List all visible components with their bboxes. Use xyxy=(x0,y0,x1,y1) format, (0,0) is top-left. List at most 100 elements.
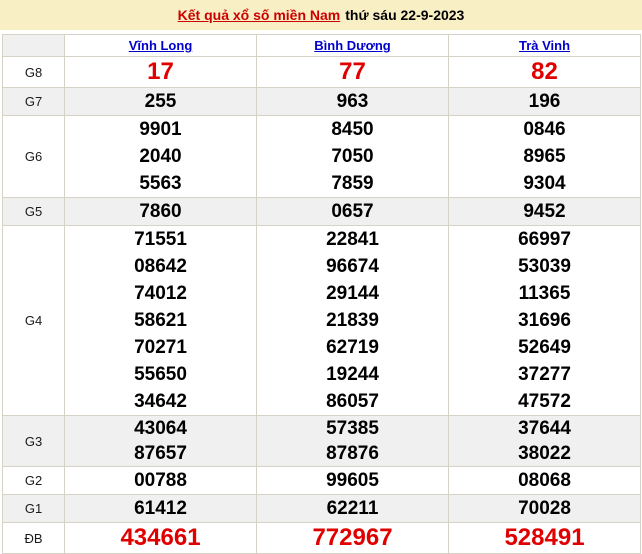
prize-number: 9901 xyxy=(139,119,182,140)
column-link-vinh-long[interactable]: Vĩnh Long xyxy=(128,38,193,53)
column-header-cell: Bình Dương xyxy=(256,34,449,57)
prize-number: 37644 xyxy=(518,418,571,439)
prize-number: 87876 xyxy=(326,443,379,464)
prize-cell: 8450 7050 7859 xyxy=(256,115,449,198)
prize-number: 9452 xyxy=(523,201,566,222)
prize-label: G2 xyxy=(2,466,65,495)
prize-number: 62211 xyxy=(326,498,379,519)
prize-number: 7859 xyxy=(331,173,374,194)
prize-number: 434661 xyxy=(120,524,201,551)
prize-number: 62719 xyxy=(326,337,379,358)
prize-cell: 9452 xyxy=(448,197,641,226)
prize-number: 87657 xyxy=(134,443,187,464)
table-row: G8 17 77 82 xyxy=(2,56,641,88)
prize-cell: 70028 xyxy=(448,494,641,523)
prize-number: 528491 xyxy=(504,524,585,551)
prize-cell: 62211 xyxy=(256,494,449,523)
prize-number: 00788 xyxy=(134,470,187,491)
prize-cell: 0657 xyxy=(256,197,449,226)
prize-cell: 9901 2040 5563 xyxy=(64,115,257,198)
prize-cell: 7860 xyxy=(64,197,257,226)
prize-cell: 255 xyxy=(64,87,257,116)
prize-number: 08068 xyxy=(518,470,571,491)
prize-number: 96674 xyxy=(326,256,379,277)
prize-number: 772967 xyxy=(312,524,393,551)
prize-number: 74012 xyxy=(134,283,187,304)
prize-number: 53039 xyxy=(518,256,571,277)
column-header-row: Vĩnh Long Bình Dương Trà Vinh xyxy=(2,34,641,57)
prize-number: 0657 xyxy=(331,201,374,222)
prize-cell: 434661 xyxy=(64,522,257,554)
prize-number: 17 xyxy=(147,58,174,85)
prize-number: 963 xyxy=(336,91,369,112)
prize-number: 55650 xyxy=(134,364,187,385)
column-link-binh-duong[interactable]: Bình Dương xyxy=(314,38,391,53)
prize-number: 58621 xyxy=(134,310,187,331)
prize-number: 8450 xyxy=(331,119,374,140)
column-header-cell: Vĩnh Long xyxy=(64,34,257,57)
prize-cell: 61412 xyxy=(64,494,257,523)
table-row: G3 43064 87657 57385 87876 37644 38022 xyxy=(2,415,641,467)
prize-number: 5563 xyxy=(139,173,182,194)
prize-number: 2040 xyxy=(139,146,182,167)
prize-cell: 82 xyxy=(448,56,641,88)
table-row: ĐB 434661 772967 528491 xyxy=(2,522,641,554)
prize-number: 08642 xyxy=(134,256,187,277)
prize-cell: 00788 xyxy=(64,466,257,495)
prize-label: G8 xyxy=(2,56,65,88)
prize-number: 77 xyxy=(339,58,366,85)
prize-cell: 71551 08642 74012 58621 70271 55650 34642 xyxy=(64,225,257,416)
title-bar: Kết quả xổ số miền Nam thứ sáu 22-9-2023 xyxy=(0,0,642,30)
prize-cell: 99605 xyxy=(256,466,449,495)
prize-cell: 772967 xyxy=(256,522,449,554)
table-row: G6 9901 2040 5563 8450 7050 7859 0846 8965 9304 xyxy=(2,115,641,198)
prize-number: 7050 xyxy=(331,146,374,167)
prize-number: 43064 xyxy=(134,418,187,439)
prize-number: 86057 xyxy=(326,391,379,412)
draw-date: thứ sáu 22-9-2023 xyxy=(345,7,465,23)
prize-number: 61412 xyxy=(134,498,187,519)
table-row: G4 71551 08642 74012 58621 70271 55650 34642 228… xyxy=(2,225,641,416)
prize-number: 9304 xyxy=(523,173,566,194)
prize-number: 21839 xyxy=(326,310,379,331)
prize-cell: 57385 87876 xyxy=(256,415,449,467)
prize-number: 66997 xyxy=(518,229,571,250)
table-row: G2 00788 99605 08068 xyxy=(2,466,641,495)
prize-cell: 43064 87657 xyxy=(64,415,257,467)
title-link[interactable]: Kết quả xổ số miền Nam xyxy=(177,7,341,23)
table-row: G7 255 963 196 xyxy=(2,87,641,116)
prize-number: 0846 xyxy=(523,119,566,140)
prize-number: 8965 xyxy=(523,146,566,167)
prize-number: 19244 xyxy=(326,364,379,385)
prize-number: 38022 xyxy=(518,443,571,464)
prize-cell: 17 xyxy=(64,56,257,88)
prize-number: 7860 xyxy=(139,201,182,222)
prize-cell: 08068 xyxy=(448,466,641,495)
prize-number: 57385 xyxy=(326,418,379,439)
prize-number: 47572 xyxy=(518,391,571,412)
prize-number: 52649 xyxy=(518,337,571,358)
prize-number: 22841 xyxy=(326,229,379,250)
prize-number: 31696 xyxy=(518,310,571,331)
prize-label: ĐB xyxy=(2,522,65,554)
prize-label: G3 xyxy=(2,415,65,467)
prize-label: G7 xyxy=(2,87,65,116)
prize-number: 255 xyxy=(144,91,177,112)
prize-cell: 77 xyxy=(256,56,449,88)
prize-number: 34642 xyxy=(134,391,187,412)
table-row: G1 61412 62211 70028 xyxy=(2,494,641,523)
prize-cell: 22841 96674 29144 21839 62719 19244 86057 xyxy=(256,225,449,416)
prize-cell: 66997 53039 11365 31696 52649 37277 47572 xyxy=(448,225,641,416)
prize-number: 29144 xyxy=(326,283,379,304)
prize-label: G4 xyxy=(2,225,65,416)
results-table: Vĩnh Long Bình Dương Trà Vinh G8 17 77 82 G7… xyxy=(2,34,641,554)
prize-label: G5 xyxy=(2,197,65,226)
corner-cell xyxy=(2,34,65,57)
prize-cell: 37644 38022 xyxy=(448,415,641,467)
prize-cell: 528491 xyxy=(448,522,641,554)
prize-number: 37277 xyxy=(518,364,571,385)
column-link-tra-vinh[interactable]: Trà Vinh xyxy=(518,38,571,53)
column-header-cell: Trà Vinh xyxy=(448,34,641,57)
prize-label: G6 xyxy=(2,115,65,198)
prize-number: 82 xyxy=(531,58,558,85)
